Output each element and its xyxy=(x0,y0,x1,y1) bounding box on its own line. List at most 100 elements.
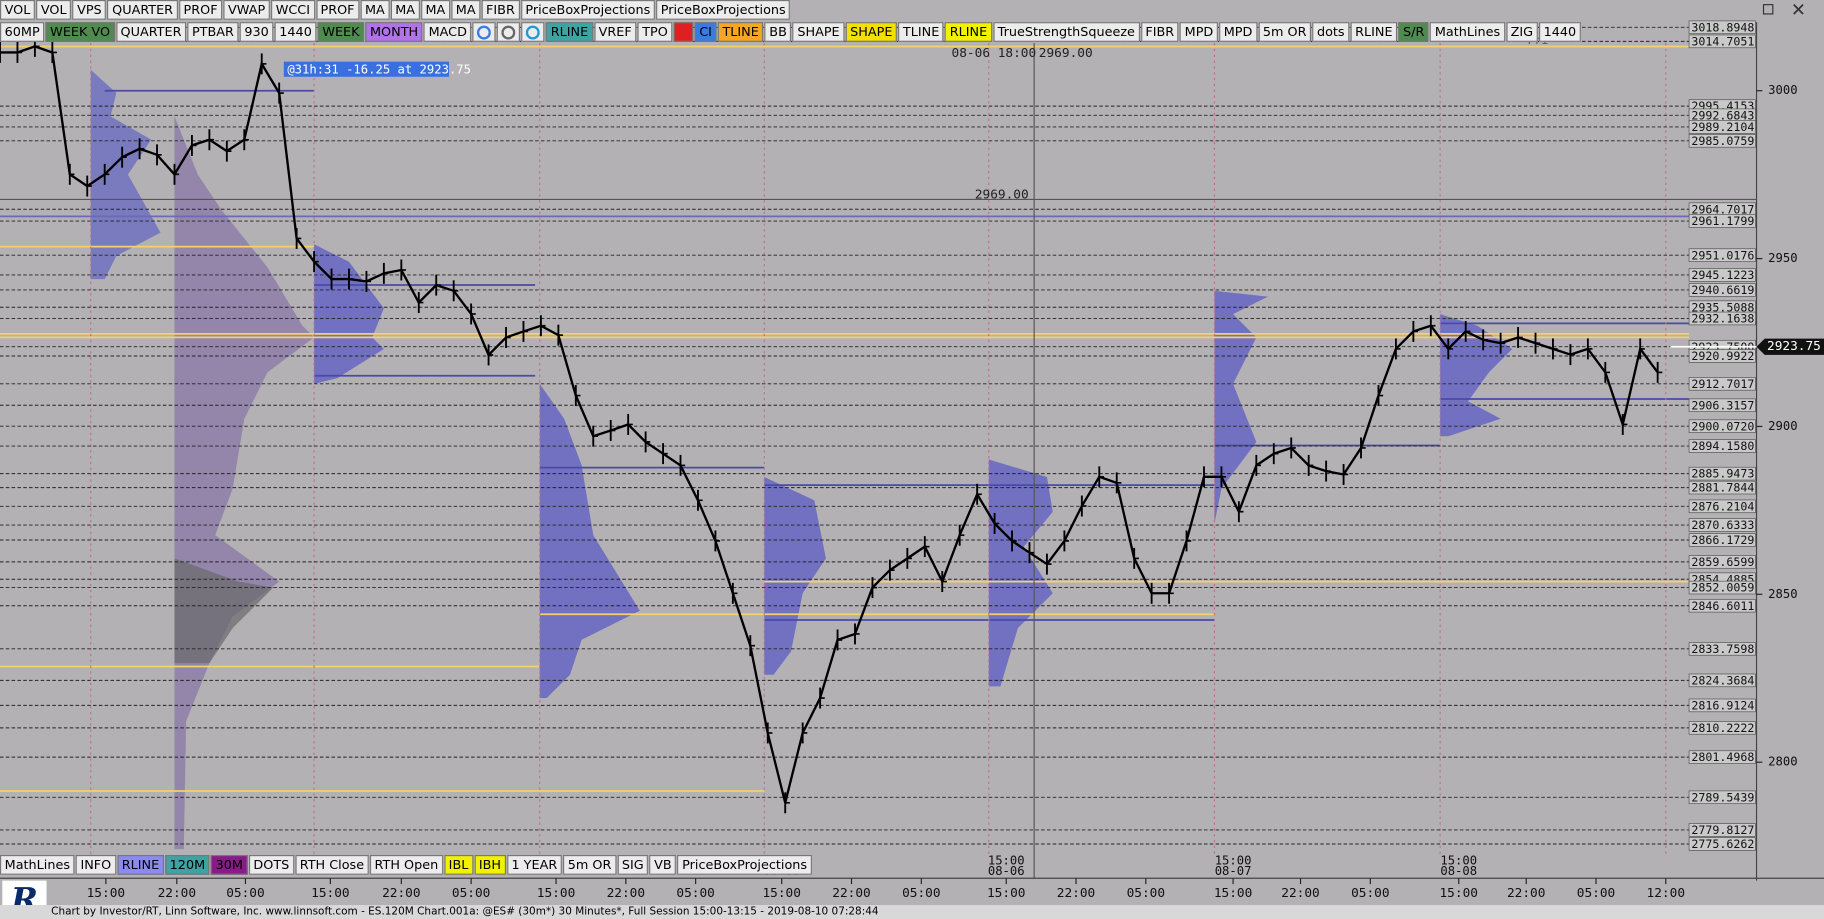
toolbar-button[interactable]: RTH Close xyxy=(295,855,369,875)
x-tick-label: 22:00 xyxy=(1507,886,1545,901)
toolbar-bottom: MathLines INFO RLINE 120M 30M DOTS RTH Close RT… xyxy=(0,855,813,875)
toolbar-button[interactable]: dots xyxy=(1312,22,1350,42)
toolbar-button[interactable]: RTH Open xyxy=(369,855,443,875)
window-controls[interactable] xyxy=(1762,4,1804,15)
session-marker-time: 15:00 xyxy=(988,853,1025,867)
price-level-box xyxy=(1688,20,1756,35)
toolbar-button[interactable]: TLINE xyxy=(717,22,764,42)
toolbar-button[interactable]: MPD xyxy=(1180,22,1218,42)
x-tick-label: 22:00 xyxy=(382,886,420,901)
toolbar-button[interactable]: 5m OR xyxy=(1258,22,1312,42)
toolbar-button[interactable]: IBH xyxy=(474,855,506,875)
session-marker-time: 15:00 xyxy=(1215,853,1252,867)
toolbar-button[interactable]: 120M xyxy=(165,855,210,875)
toolbar-button[interactable]: 60MP xyxy=(0,22,45,42)
toolbar-button[interactable]: TPO xyxy=(637,22,673,42)
toolbar-button[interactable]: 1 YEAR xyxy=(506,855,562,875)
footer-text: Chart by Investor/RT, Linn Software, Inc… xyxy=(51,906,879,918)
session-marker-date: 08-08 xyxy=(1440,864,1477,878)
price-level-box xyxy=(1688,268,1756,282)
toolbar-button[interactable]: SHAPE xyxy=(845,22,898,42)
price-level-box xyxy=(1688,439,1756,453)
toolbar-button[interactable]: 930 xyxy=(239,22,274,42)
toolbar-button[interactable]: WEEK xyxy=(317,22,365,42)
price-level-label: 2951.0176 xyxy=(1691,248,1754,262)
volume-profile xyxy=(764,476,826,675)
toolbar-button[interactable]: SIG xyxy=(617,855,649,875)
toolbar-button[interactable]: DOTS xyxy=(248,855,294,875)
toolbar-button[interactable]: MA xyxy=(390,0,420,20)
price-level-label: 2940.6619 xyxy=(1691,283,1754,297)
toolbar-button[interactable]: MA xyxy=(451,0,481,20)
toolbar-button[interactable]: PriceBoxProjections xyxy=(677,855,812,875)
icon-shape xyxy=(477,25,492,40)
toolbar-button[interactable]: MONTH xyxy=(365,22,423,42)
price-level-box xyxy=(1688,518,1756,532)
price-level-label: 2876.2104 xyxy=(1691,499,1754,513)
toolbar-button[interactable]: RLINE xyxy=(546,22,593,42)
toolbar-button[interactable]: VPS xyxy=(72,0,107,20)
toolbar-button[interactable]: CI xyxy=(694,22,717,42)
session-marker-box xyxy=(1214,853,1252,878)
toolbar-button[interactable]: PTBAR xyxy=(187,22,239,42)
x-tick-label: 05:00 xyxy=(676,886,714,901)
toolbar-button[interactable]: VB xyxy=(649,855,677,875)
toolbar-button[interactable]: RLINE xyxy=(117,855,164,875)
toolbar-button[interactable]: RLINE xyxy=(945,22,992,42)
toolbar-button[interactable]: TLINE xyxy=(898,22,944,42)
toolbar-button[interactable]: PROF xyxy=(178,0,223,20)
toolbar-button[interactable]: 5m OR xyxy=(563,855,617,875)
price-level-box xyxy=(1688,721,1756,735)
toolbar-button[interactable]: QUARTER xyxy=(107,0,178,20)
price-level-label: 2912.7017 xyxy=(1691,377,1754,391)
price-level-box xyxy=(1688,642,1756,656)
restore-button[interactable] xyxy=(1762,4,1774,15)
toolbar-button[interactable]: PROF xyxy=(315,0,360,20)
toolbar-button[interactable]: 1440 xyxy=(1538,22,1581,42)
y-tick-label: 2900 xyxy=(1768,419,1797,433)
toolbar-button[interactable]: MathLines xyxy=(0,855,75,875)
toolbar-button[interactable]: PriceBoxProjections xyxy=(656,0,791,20)
icon-button[interactable] xyxy=(497,22,521,42)
x-tick-label: 15:00 xyxy=(311,886,349,901)
icon-button[interactable] xyxy=(472,22,497,42)
toolbar-button[interactable]: MA xyxy=(360,0,390,20)
toolbar-button[interactable]: FIBR xyxy=(481,0,520,20)
toolbar-button[interactable]: QUARTER xyxy=(115,22,187,42)
toolbar-button[interactable]: IBL xyxy=(444,855,474,875)
toolbar-button[interactable]: S/R xyxy=(1398,22,1430,42)
toolbar-button[interactable]: MA xyxy=(420,0,450,20)
toolbar-button[interactable]: WCCI xyxy=(271,0,315,20)
price-level-box xyxy=(1688,466,1756,481)
volume-profile xyxy=(90,69,161,280)
session-marker-date: 08-06 xyxy=(988,864,1025,878)
toolbar-button[interactable]: INFO xyxy=(75,855,116,875)
icon-button[interactable] xyxy=(673,22,694,42)
toolbar-button[interactable]: ZIG xyxy=(1505,22,1538,42)
price-level-label: 2985.0759 xyxy=(1691,134,1754,148)
icon-button[interactable] xyxy=(521,22,545,42)
toolbar-button[interactable]: 30M xyxy=(210,855,248,875)
toolbar-button[interactable]: FIBR xyxy=(1140,22,1179,42)
price-level-box xyxy=(1688,598,1756,613)
toolbar-button[interactable]: SHAPE xyxy=(792,22,845,42)
toolbar-button[interactable]: VOL xyxy=(36,0,72,20)
toolbar-button[interactable]: VWAP xyxy=(223,0,270,20)
toolbar-button[interactable]: PriceBoxProjections xyxy=(520,0,655,20)
toolbar-button[interactable]: VREF xyxy=(594,22,637,42)
price-level-label: 2900.0720 xyxy=(1691,419,1754,433)
toolbar-button[interactable]: MACD xyxy=(423,22,472,42)
toolbar-button[interactable]: VOL xyxy=(0,0,36,20)
x-tick-label: 15:00 xyxy=(987,886,1025,901)
price-level-label: 2801.4968 xyxy=(1691,750,1754,764)
toolbar-button[interactable]: BB xyxy=(764,22,792,42)
toolbar-button[interactable]: MathLines xyxy=(1430,22,1505,42)
close-button[interactable] xyxy=(1793,4,1804,15)
toolbar-button[interactable]: MPD xyxy=(1219,22,1258,42)
toolbar-button[interactable]: RLINE xyxy=(1350,22,1398,42)
toolbar-button[interactable]: 1440 xyxy=(274,22,317,42)
icon xyxy=(477,25,492,40)
toolbar-button[interactable]: WEEK VO xyxy=(45,22,115,42)
price-level-box xyxy=(1688,248,1756,262)
toolbar-button[interactable]: TrueStrengthSqueeze xyxy=(993,22,1140,42)
